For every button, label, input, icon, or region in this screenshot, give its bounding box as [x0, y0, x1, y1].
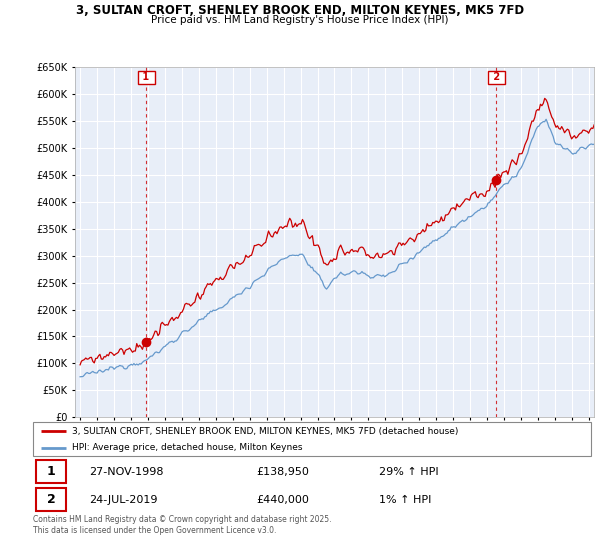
Text: 1: 1 [139, 72, 153, 82]
Text: 3, SULTAN CROFT, SHENLEY BROOK END, MILTON KEYNES, MK5 7FD (detached house): 3, SULTAN CROFT, SHENLEY BROOK END, MILT… [72, 427, 458, 436]
Text: 29% ↑ HPI: 29% ↑ HPI [379, 467, 439, 477]
Text: £138,950: £138,950 [256, 467, 309, 477]
Text: 1: 1 [47, 465, 56, 478]
Text: 27-NOV-1998: 27-NOV-1998 [89, 467, 163, 477]
Text: 24-JUL-2019: 24-JUL-2019 [89, 495, 157, 505]
Text: 2: 2 [490, 72, 503, 82]
Text: 3, SULTAN CROFT, SHENLEY BROOK END, MILTON KEYNES, MK5 7FD: 3, SULTAN CROFT, SHENLEY BROOK END, MILT… [76, 4, 524, 17]
Text: HPI: Average price, detached house, Milton Keynes: HPI: Average price, detached house, Milt… [72, 443, 302, 452]
Text: 1% ↑ HPI: 1% ↑ HPI [379, 495, 431, 505]
Text: Contains HM Land Registry data © Crown copyright and database right 2025.
This d: Contains HM Land Registry data © Crown c… [33, 515, 331, 535]
Text: Price paid vs. HM Land Registry's House Price Index (HPI): Price paid vs. HM Land Registry's House … [151, 15, 449, 25]
Text: £440,000: £440,000 [256, 495, 309, 505]
Bar [36, 460, 67, 483]
Text: 2: 2 [47, 493, 56, 506]
Bar [36, 488, 67, 511]
